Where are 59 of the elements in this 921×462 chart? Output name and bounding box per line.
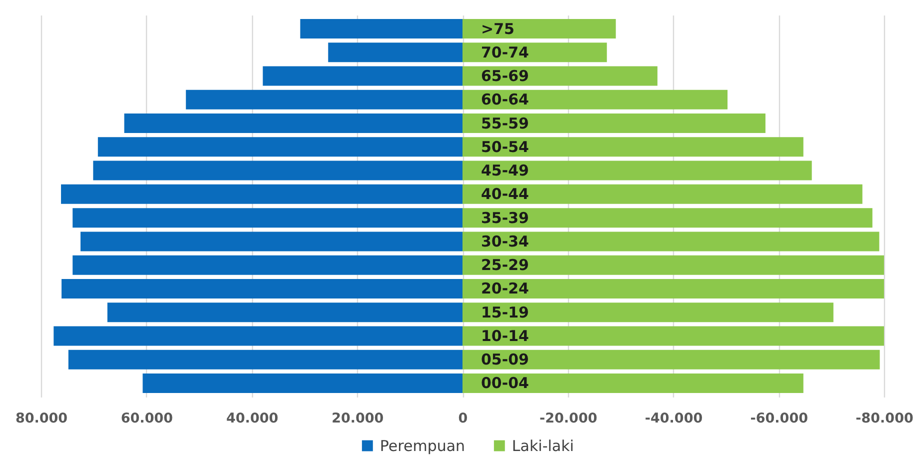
bar (300, 19, 462, 39)
bar (61, 184, 462, 204)
bar (98, 137, 462, 157)
y-tick-label: 40-44 (481, 185, 529, 204)
bar (462, 208, 872, 228)
bar (186, 90, 462, 110)
bar (462, 19, 616, 39)
y-tick-label: 10-14 (481, 326, 529, 345)
bar (107, 302, 462, 322)
y-tick-label: 20-24 (481, 280, 529, 298)
bar (142, 373, 462, 393)
y-tick-label: 55-59 (481, 114, 529, 132)
bar (462, 278, 884, 298)
x-tick-label: 40.000 (226, 410, 278, 426)
y-tick-label: 35-39 (481, 208, 529, 227)
bar (462, 66, 658, 86)
y-tick-label: >75 (481, 20, 514, 38)
bar (462, 302, 834, 322)
bar (462, 232, 880, 252)
bar (462, 326, 884, 346)
bar (462, 160, 812, 180)
bar (462, 42, 607, 62)
x-tick-label: -40.000 (644, 410, 703, 426)
bar (462, 114, 766, 134)
bar (462, 373, 804, 393)
bar (62, 278, 462, 298)
bar (462, 255, 884, 275)
x-tick-label: 20.000 (332, 410, 384, 426)
x-tick-label: -80.000 (856, 410, 914, 426)
bar (462, 90, 728, 110)
y-tick-label: 15-19 (481, 303, 529, 322)
bar (72, 208, 462, 228)
y-tick-label: 30-34 (481, 232, 529, 250)
bar (72, 255, 462, 275)
y-tick-label: 00-04 (481, 374, 529, 392)
y-tick-label: 05-09 (481, 350, 529, 369)
bar (93, 160, 462, 180)
bar (462, 350, 880, 370)
y-tick-label: 65-69 (481, 67, 529, 86)
bar (68, 350, 462, 370)
bar (328, 42, 462, 62)
bar (462, 184, 862, 204)
legend-label: Perempuan (380, 436, 466, 455)
legend-label: Laki-laki (512, 436, 574, 455)
bar (80, 232, 462, 252)
x-tick-label: 60.000 (120, 410, 173, 426)
x-tick-label: 80.000 (15, 410, 68, 426)
bar (54, 326, 462, 346)
y-tick-label: 50-54 (481, 138, 529, 156)
x-tick-label: -60.000 (750, 410, 808, 426)
x-tick-label: 0 (458, 410, 468, 426)
bar (262, 66, 462, 86)
x-tick-label: -20.000 (540, 410, 598, 426)
bar (124, 114, 462, 134)
y-tick-label: 60-64 (481, 90, 529, 109)
y-tick-label: 45-49 (481, 162, 529, 180)
y-tick-label: 25-29 (481, 256, 529, 274)
bar (462, 137, 804, 157)
y-tick-label: 70-74 (481, 43, 529, 62)
